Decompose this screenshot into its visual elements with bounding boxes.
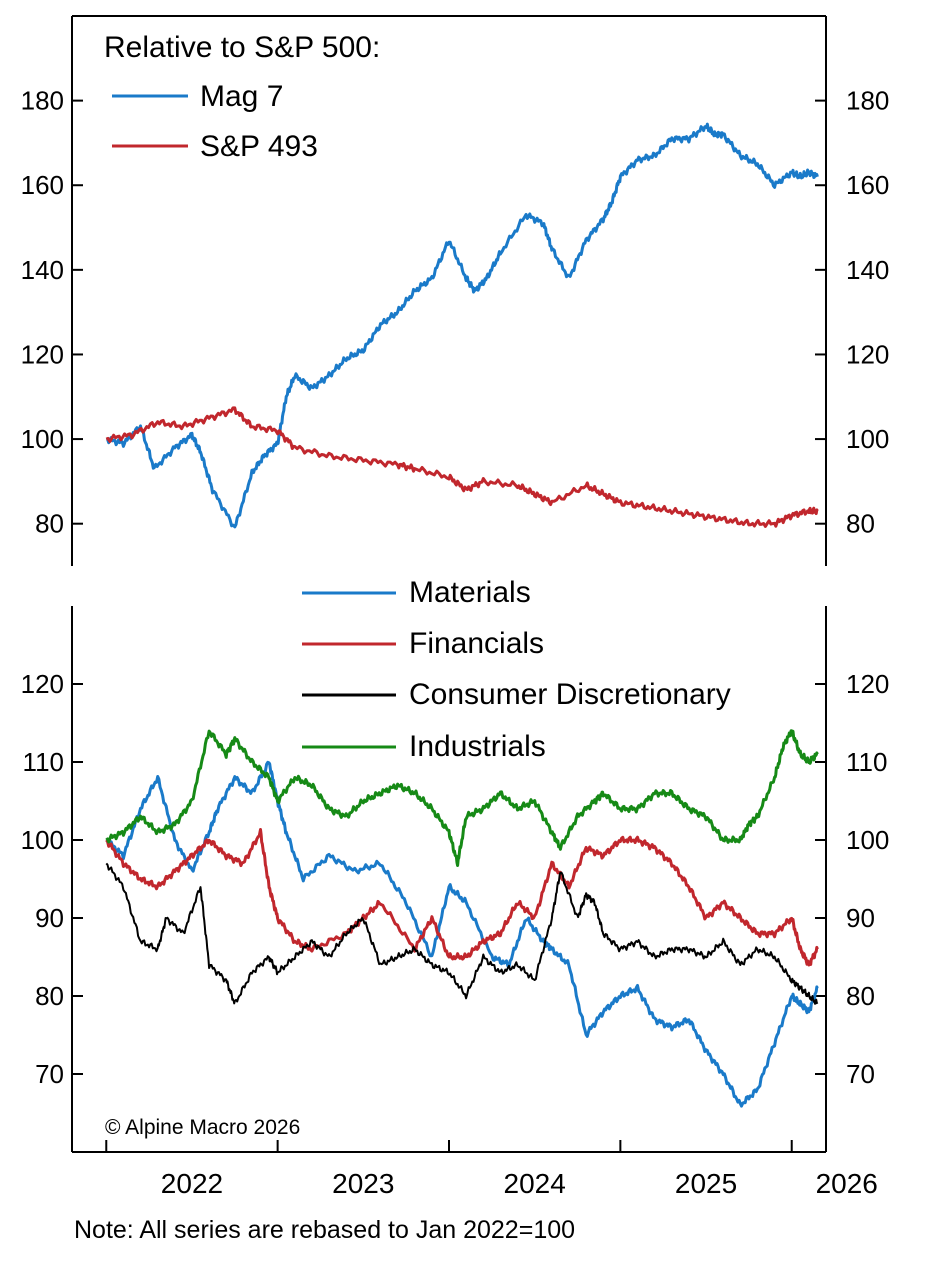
top-ytick-label-right-160: 160 bbox=[846, 170, 889, 200]
copyright-label: © Alpine Macro 2026 bbox=[105, 1116, 300, 1139]
top-ytick-label-left-100: 100 bbox=[21, 424, 64, 454]
xtick-label-2025: 2025 bbox=[675, 1168, 737, 1199]
bottom-ytick-label-right-80: 80 bbox=[846, 981, 875, 1011]
bottom-ytick-label-left-120: 120 bbox=[21, 669, 64, 699]
legend-label-industrials: Industrials bbox=[409, 730, 546, 763]
xtick-label-2023: 2023 bbox=[332, 1168, 394, 1199]
top-ytick-label-right-140: 140 bbox=[846, 255, 889, 285]
top-ytick-label-right-100: 100 bbox=[846, 424, 889, 454]
bottom-ytick-label-left-110: 110 bbox=[23, 747, 64, 777]
bottom-ytick-label-right-100: 100 bbox=[846, 825, 889, 855]
legend-label-financials: Financials bbox=[409, 627, 544, 660]
bottom-ytick-label-left-90: 90 bbox=[35, 903, 64, 933]
legend-label-consumer-discretionary: Consumer Discretionary bbox=[409, 678, 731, 711]
xtick-label-2022: 2022 bbox=[161, 1168, 223, 1199]
top-ytick-label-left-160: 160 bbox=[21, 170, 64, 200]
bottom-ytick-label-left-80: 80 bbox=[35, 981, 64, 1011]
x-axis-ticks: 2022 2023 2024 2025 2026 bbox=[105, 1140, 878, 1199]
top-panel-series bbox=[105, 122, 819, 529]
top-ytick-label-right-120: 120 bbox=[846, 339, 889, 369]
series-line-industrials bbox=[105, 729, 819, 867]
top-ytick-label-left-120: 120 bbox=[21, 339, 64, 369]
top-legend-title: Relative to S&P 500: bbox=[104, 31, 380, 64]
top-ytick-label-left-80: 80 bbox=[35, 509, 64, 539]
series-line-financials bbox=[105, 828, 819, 967]
top-panel-y-ticks: 80 80 100 100 120 120 140 140 160 160 180 180 bbox=[21, 86, 890, 539]
series-line-consumer-discretionary bbox=[105, 862, 819, 1005]
bottom-ytick-label-right-70: 70 bbox=[846, 1059, 875, 1089]
xtick-label-2024: 2024 bbox=[504, 1168, 566, 1199]
bottom-panel-series bbox=[105, 729, 819, 1108]
bottom-panel-y-ticks: 70 70 80 80 90 90 100 100 110 110 120 120 bbox=[21, 669, 890, 1089]
bottom-ytick-label-left-70: 70 bbox=[35, 1059, 64, 1089]
series-line-s-p-493 bbox=[105, 406, 819, 528]
top-ytick-label-left-180: 180 bbox=[21, 86, 64, 116]
top-ytick-label-right-80: 80 bbox=[846, 509, 875, 539]
bottom-ytick-label-left-100: 100 bbox=[21, 825, 64, 855]
legend-label-mag7: Mag 7 bbox=[200, 80, 283, 113]
bottom-ytick-label-right-90: 90 bbox=[846, 903, 875, 933]
top-ytick-label-left-140: 140 bbox=[21, 255, 64, 285]
bottom-ytick-label-right-120: 120 bbox=[846, 669, 889, 699]
legend-label-sp493: S&P 493 bbox=[200, 130, 318, 163]
bottom-ytick-label-right-110: 110 bbox=[846, 747, 887, 777]
footnote: Note: All series are rebased to Jan 2022… bbox=[74, 1216, 576, 1244]
xtick-label-2026: 2026 bbox=[816, 1168, 878, 1199]
top-ytick-label-right-180: 180 bbox=[846, 86, 889, 116]
top-panel: 80 80 100 100 120 120 140 140 160 160 180 180 Relat… bbox=[21, 15, 890, 566]
series-line-materials bbox=[105, 760, 819, 1108]
series-line-mag-7 bbox=[106, 122, 819, 529]
legend-label-materials: Materials bbox=[409, 576, 531, 609]
